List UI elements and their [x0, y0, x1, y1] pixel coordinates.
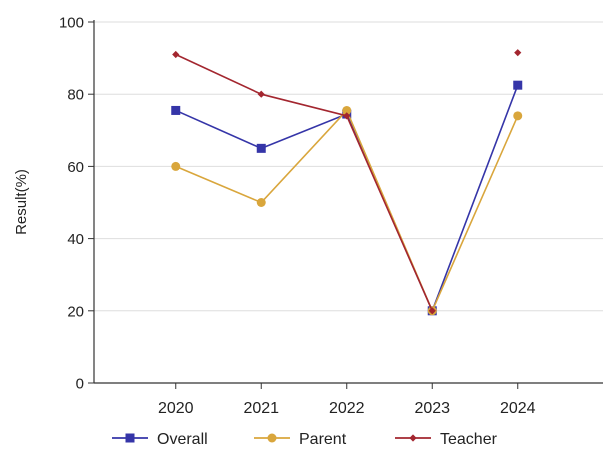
series-teacher [172, 49, 522, 315]
y-tick-label: 20 [67, 303, 84, 320]
y-tick-label: 60 [67, 159, 84, 176]
legend: Overall Parent Teacher [112, 431, 498, 448]
y-tick-label: 40 [67, 231, 84, 248]
data-point [171, 105, 181, 115]
series-line [175, 53, 433, 312]
grid-lines [94, 21, 603, 312]
data-point [343, 112, 351, 120]
data-point [256, 143, 266, 153]
legend-marker [409, 434, 417, 442]
series-line [175, 108, 519, 313]
legend-label: Overall [157, 431, 208, 448]
y-tick-label: 0 [76, 376, 84, 393]
x-tick-label: 2021 [243, 400, 279, 417]
legend-item-teacher: Teacher [395, 431, 498, 448]
legend-item-parent: Parent [254, 431, 347, 448]
legend-marker [267, 433, 277, 443]
axes: 0 20 40 60 80 100 2020 2021 2022 2023 2024 [59, 15, 603, 417]
data-point [256, 198, 266, 207]
data-point [514, 49, 522, 57]
data-point [257, 90, 265, 98]
y-axis-title: Result(%) [13, 169, 30, 235]
x-tick-label: 2023 [414, 400, 450, 417]
data-point [428, 307, 436, 315]
legend-marker [125, 433, 135, 443]
x-tick-label: 2024 [500, 400, 536, 417]
legend-label: Parent [299, 431, 347, 448]
data-point [171, 161, 181, 171]
series-group [171, 49, 523, 316]
x-tick-label: 2020 [158, 400, 194, 417]
data-point [513, 80, 523, 90]
legend-item-overall: Overall [112, 431, 208, 448]
data-point [172, 50, 180, 59]
data-point [513, 111, 523, 121]
y-tick-label: 80 [67, 87, 84, 104]
data-point [342, 105, 352, 115]
series-parent [171, 105, 523, 316]
x-tick-label: 2022 [329, 400, 365, 417]
y-tick-label: 100 [59, 15, 84, 32]
legend-label: Teacher [440, 431, 498, 448]
